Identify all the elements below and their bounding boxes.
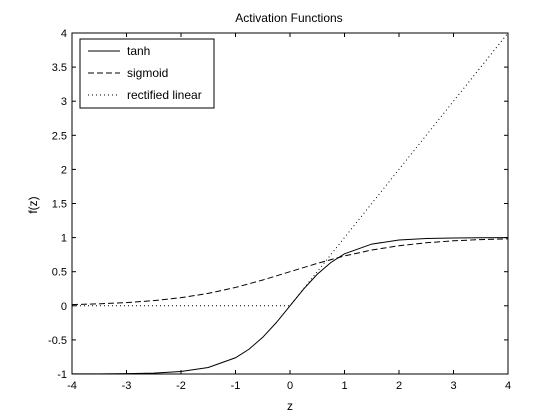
x-tick-label: -2 [176, 380, 186, 392]
y-tick-label: 1.5 [52, 199, 67, 211]
y-axis-label: f(z) [26, 196, 40, 213]
x-tick-label: -4 [67, 380, 77, 392]
y-tick-label: 3.5 [52, 62, 67, 74]
y-tick-label: 0 [61, 301, 67, 313]
plot-area: -4 -3 -2 -1 0 1 2 3 4 -1 -0.5 0 0.5 1 1.5 2 2.5 3 3.5 4 [48, 28, 511, 392]
y-tick-label: 4 [61, 28, 67, 40]
x-tick-label: -1 [231, 380, 241, 392]
y-tick-label: 2 [61, 164, 67, 176]
y-tick-label: 1 [61, 233, 67, 245]
series-line-sigmoid [71, 238, 509, 306]
y-axis-ticks: -1 -0.5 0 0.5 1 1.5 2 2.5 3 3.5 4 [48, 28, 508, 381]
series-line-tanh [71, 237, 509, 375]
series-layer [71, 32, 509, 375]
x-tick-label: 0 [287, 380, 293, 392]
x-axis-ticks: -4 -3 -2 -1 0 1 2 3 4 [67, 33, 511, 392]
x-tick-label: 3 [450, 380, 456, 392]
legend: tanh sigmoid rectified linear [79, 38, 215, 109]
legend-label-tanh: tanh [127, 44, 150, 58]
x-tick-label: -3 [122, 380, 132, 392]
y-tick-label: 0.5 [52, 267, 67, 279]
legend-label-rectified-linear: rectified linear [127, 88, 202, 102]
chart-title: Activation Functions [235, 11, 342, 25]
x-axis-label: z [287, 399, 293, 413]
y-tick-label: -1 [57, 369, 67, 381]
y-tick-label: -0.5 [48, 335, 67, 347]
y-tick-label: 3 [61, 96, 67, 108]
x-tick-label: 1 [341, 380, 347, 392]
y-tick-label: 2.5 [52, 130, 67, 142]
x-tick-label: 2 [396, 380, 402, 392]
series-line-rectified-linear [72, 32, 509, 307]
legend-label-sigmoid: sigmoid [127, 66, 168, 80]
x-tick-label: 4 [505, 380, 511, 392]
